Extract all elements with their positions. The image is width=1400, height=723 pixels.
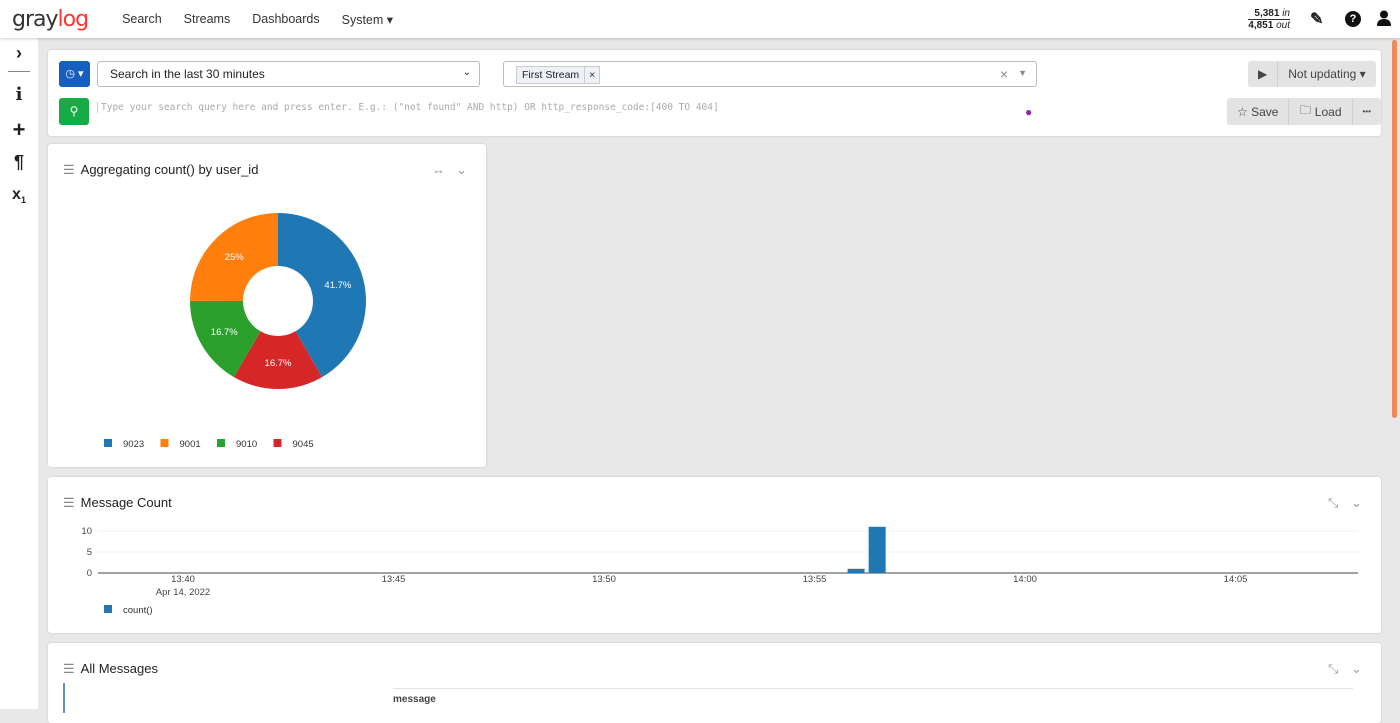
info-icon[interactable]: i	[15, 84, 23, 105]
paragraph-icon[interactable]: ¶	[13, 152, 24, 172]
nav-system[interactable]: System ▾	[341, 12, 394, 27]
legend-label[interactable]: 9010	[236, 439, 257, 450]
stream-chip: First Stream ×	[516, 66, 601, 84]
refresh-dropdown[interactable]: Not updating ▾	[1288, 67, 1366, 81]
bar[interactable]	[847, 568, 865, 573]
plus-icon[interactable]: +	[12, 117, 26, 142]
throughput-indicator[interactable]: 5,381 in 4,851 out	[1248, 8, 1290, 31]
y-tick-label: 10	[81, 526, 92, 537]
expand-chevron-icon[interactable]: ›	[16, 43, 22, 63]
drag-handle-icon[interactable]: ☰	[63, 495, 75, 510]
refresh-controls: ▶ Not updating ▾	[1248, 61, 1376, 87]
legend-swatch	[104, 439, 112, 447]
pie-widget: ☰ Aggregating count() by user_id ↔ ⌄ 41.7…	[48, 144, 486, 467]
stream-filter[interactable]: First Stream × × ▼	[503, 61, 1037, 87]
chevron-down-icon[interactable]: ⌄	[1351, 495, 1362, 510]
x-tick-label: 13:50	[592, 574, 616, 585]
pie-slice-label: 16.7%	[265, 358, 292, 369]
y-tick-label: 5	[87, 547, 92, 558]
column-header-message[interactable]: message	[393, 688, 1353, 705]
sidebar-divider	[8, 71, 30, 72]
nav-streams[interactable]: Streams	[183, 11, 231, 26]
pie-chart: 41.7% 16.7% 16.7% 25% 9023 9001 9010 9045	[104, 213, 366, 450]
legend-label[interactable]: count()	[123, 605, 153, 616]
chevron-down-icon: ⌄	[462, 67, 471, 78]
bar[interactable]	[868, 526, 886, 573]
top-navbar: graylog Search Streams Dashboards System…	[0, 0, 1400, 38]
y-tick-label: 0	[87, 568, 92, 579]
graylog-logo[interactable]: graylog	[12, 6, 89, 32]
compress-icon[interactable]: ⤡	[1328, 661, 1339, 676]
legend-swatch	[217, 439, 225, 447]
x-tick-label: 14:05	[1224, 574, 1248, 585]
lightbulb-icon[interactable]: ●	[1025, 105, 1033, 119]
pie-slice-9010[interactable]	[190, 300, 261, 378]
pie-slice-label: 25%	[225, 252, 245, 263]
x-date-label: Apr 14, 2022	[156, 587, 210, 598]
expand-icon[interactable]: ↔	[432, 162, 445, 177]
widget-title: Message Count	[80, 495, 172, 510]
compress-icon[interactable]: ⤡	[1328, 495, 1339, 510]
search-bar-panel	[48, 50, 1381, 136]
all-messages-widget: ☰ All Messages ⤡ ⌄ message	[48, 643, 1381, 723]
save-button[interactable]: ☆ Save	[1227, 98, 1290, 125]
clear-icon[interactable]: ×	[999, 66, 1008, 82]
x-tick-label: 14:00	[1013, 574, 1037, 585]
drag-handle-icon[interactable]: ☰	[63, 661, 75, 676]
nav-dashboards[interactable]: Dashboards	[252, 11, 320, 26]
legend-swatch	[160, 439, 169, 447]
widget-title: Aggregating count() by user_id	[80, 162, 259, 177]
scrollbar[interactable]	[1392, 40, 1397, 418]
user-icon[interactable]	[1377, 10, 1391, 31]
chevron-down-icon[interactable]: ⌄	[1351, 661, 1362, 676]
load-button[interactable]: 🗀 Load	[1289, 98, 1353, 125]
edit-icon[interactable]: ✎	[1310, 11, 1324, 28]
message-count-widget: ☰ Message Count ⤡ ⌄ 0 5 10 13:40 Apr 14, 2022…	[48, 477, 1381, 633]
x-tick-label: 13:55	[803, 574, 827, 585]
pie-slice-label: 41.7%	[324, 280, 351, 291]
bar-chart: 0 5 10 13:40 Apr 14, 2022 13:45 13:50 13:55 14:0…	[81, 526, 1358, 616]
subscript-icon[interactable]: x1	[12, 186, 26, 206]
x-tick-label: 13:40	[171, 574, 195, 585]
pie-slice-9023[interactable]	[278, 213, 366, 378]
drag-handle-icon[interactable]: ☰	[63, 162, 75, 177]
help-icon[interactable]: ?	[1345, 11, 1361, 27]
pie-slice-9001[interactable]	[190, 213, 278, 301]
saved-search-controls: ☆ Save 🗀 Load •••	[1227, 98, 1381, 125]
legend-label[interactable]: 9023	[123, 439, 144, 450]
main-nav: Search Streams Dashboards System ▾	[100, 12, 393, 27]
pie-slice-label: 16.7%	[211, 327, 238, 338]
more-actions-button[interactable]: •••	[1362, 107, 1371, 116]
search-icon: ⚲	[69, 104, 79, 118]
query-input[interactable]: Type your search query here and press en…	[97, 102, 719, 113]
legend-label[interactable]: 9001	[180, 439, 201, 450]
legend-swatch	[104, 605, 112, 613]
timerange-select[interactable]: Search in the last 30 minutes ⌄	[97, 61, 480, 87]
legend-swatch	[273, 439, 282, 447]
remove-stream-icon[interactable]: ×	[584, 67, 599, 83]
search-button[interactable]: ⚲	[59, 98, 89, 125]
pie-slice-9045[interactable]	[233, 331, 323, 389]
widget-title: All Messages	[80, 661, 158, 676]
play-icon[interactable]: ▶	[1248, 61, 1279, 87]
dropdown-caret-icon[interactable]: ▼	[1018, 68, 1027, 78]
sidebar: › i + ¶ x1	[0, 38, 38, 709]
chevron-down-icon[interactable]: ⌄	[456, 162, 467, 177]
nav-search[interactable]: Search	[122, 11, 162, 26]
x-tick-label: 13:45	[382, 574, 406, 585]
field-list-indicator	[63, 683, 65, 713]
timerange-type-button[interactable]: ◷ ▾	[59, 61, 90, 87]
legend-label[interactable]: 9045	[293, 439, 314, 450]
